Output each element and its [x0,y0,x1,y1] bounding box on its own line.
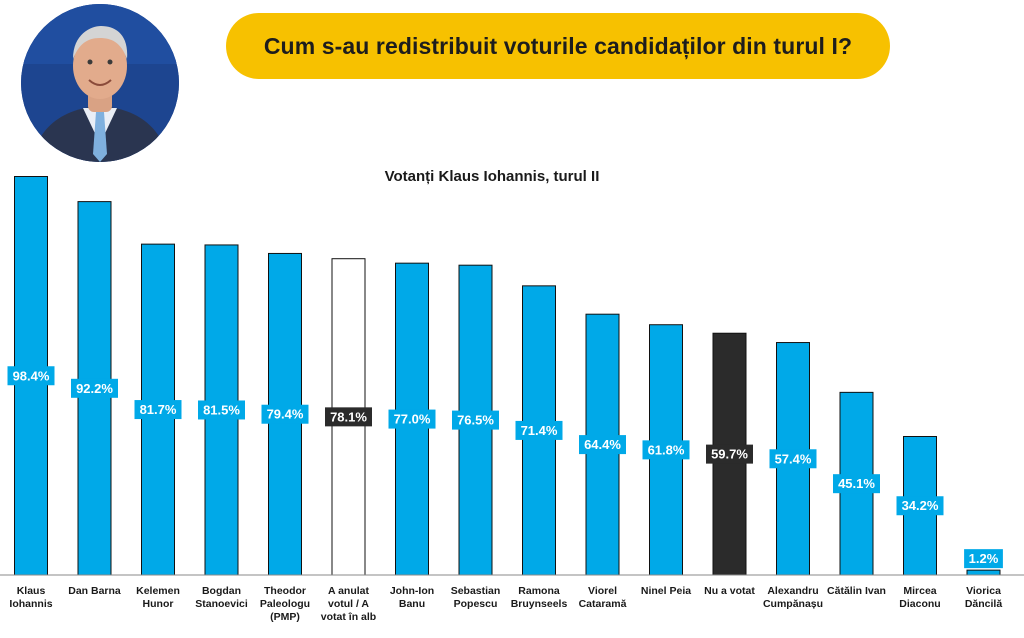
svg-text:81.5%: 81.5% [203,402,240,417]
x-tick-label: Ramona Bruynseels [511,585,568,610]
x-tick-label: Dan Barna [68,585,121,597]
svg-text:34.2%: 34.2% [902,498,939,513]
svg-text:92.2%: 92.2% [76,381,113,396]
data-label: 1.2% [964,549,1003,569]
x-tick-label: Nu a votat [704,585,755,597]
data-label: 98.4% [7,366,55,386]
x-tick-label: Theodor Paleologu (PMP) [260,585,310,623]
x-tick-label: Kelemen Hunor [136,585,180,610]
x-tick-label: Bogdan Stanoevici [195,585,248,610]
x-tick-label: Mircea Diaconu [899,585,940,610]
x-tick-label: Sebastian Popescu [451,585,501,610]
data-label: 59.7% [706,444,753,464]
chart-title: Votanți Klaus Iohannis, turul II [385,168,600,185]
data-label: 71.4% [515,420,563,440]
svg-text:78.1%: 78.1% [330,409,367,424]
page-title: Cum s-au redistribuit voturile candidați… [263,32,853,59]
svg-text:61.8%: 61.8% [648,442,685,457]
data-label: 81.5% [198,400,245,420]
data-label: 78.1% [325,407,372,427]
data-label: 77.0% [388,409,436,429]
data-label: 45.1% [833,474,880,494]
data-label: 81.7% [134,400,182,420]
svg-text:64.4%: 64.4% [584,437,621,452]
data-label: 61.8% [642,440,690,460]
candidate-portrait [21,4,179,162]
x-tick-label: Ninel Peia [641,585,691,597]
data-label: 76.5% [452,410,499,430]
svg-text:98.4%: 98.4% [13,368,50,383]
svg-text:1.2%: 1.2% [969,551,999,566]
svg-text:76.5%: 76.5% [457,413,494,428]
x-tick-label: John-Ion Banu [390,585,434,610]
x-tick-label: Klaus Iohannis [9,585,52,610]
bar [966,569,1001,576]
data-label: 92.2% [71,378,118,398]
x-tick-label: Alexandru Cumpănașu [763,585,823,610]
svg-text:45.1%: 45.1% [838,476,875,491]
data-label: 79.4% [261,404,309,424]
data-label: 34.2% [896,496,944,516]
x-tick-label: Viorel Cataramă [579,585,627,610]
x-tick-label: Cătălin Ivan [827,585,886,597]
x-tick-label: Viorica Dăncilă [965,585,1003,610]
svg-text:57.4%: 57.4% [775,451,812,466]
svg-text:79.4%: 79.4% [267,407,304,422]
svg-text:71.4%: 71.4% [521,423,558,438]
svg-text:81.7%: 81.7% [140,402,177,417]
svg-text:59.7%: 59.7% [711,447,748,462]
title-banner: Cum s-au redistribuit voturile candidați… [226,13,890,79]
data-label: 57.4% [769,449,817,469]
data-label: 64.4% [579,435,626,455]
svg-text:77.0%: 77.0% [394,412,431,427]
